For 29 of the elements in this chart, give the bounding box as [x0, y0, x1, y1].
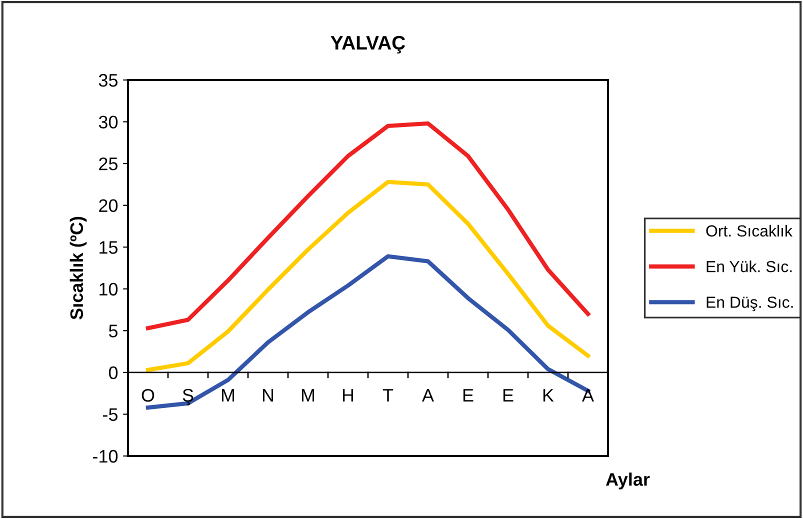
line-series	[146, 121, 590, 330]
x-tick-label: O	[142, 388, 154, 402]
y-tick-label: 30	[98, 116, 118, 128]
x-axis-title: Aylar	[606, 472, 650, 490]
x-tick-label: A	[422, 389, 434, 402]
line-series	[146, 180, 590, 372]
x-tick-label: E	[503, 389, 514, 402]
x-tick-label: E	[463, 389, 474, 402]
y-tick-label: -10	[92, 450, 118, 463]
x-tick-label: K	[543, 389, 554, 402]
y-tick-label: 20	[99, 199, 118, 212]
x-tick-label: M	[222, 389, 234, 402]
x-tick-label: T	[382, 389, 394, 402]
y-tick-label: 0	[108, 366, 118, 380]
x-tick-label: M	[302, 389, 314, 402]
y-tick-label: 35	[98, 74, 118, 87]
chart-title: YALVAÇ	[330, 36, 406, 54]
x-tick-label: A	[582, 389, 594, 402]
legend-label: En Yük. Sıc.	[706, 260, 792, 272]
y-axis-title: Sıcaklık (ºC)	[70, 216, 87, 320]
y-tick-label: 15	[100, 241, 118, 254]
y-tick-label: 10	[100, 282, 118, 296]
y-tick-label: 25	[99, 157, 118, 170]
legend-label: Ort. Sıcaklık	[706, 224, 792, 237]
x-tick-label: N	[262, 389, 274, 402]
x-tick-label: H	[342, 389, 354, 402]
legend-label: En Düş. Sıc.	[706, 296, 793, 312]
y-tick-label: 5	[108, 324, 118, 338]
y-tick-label: -5	[103, 408, 118, 421]
